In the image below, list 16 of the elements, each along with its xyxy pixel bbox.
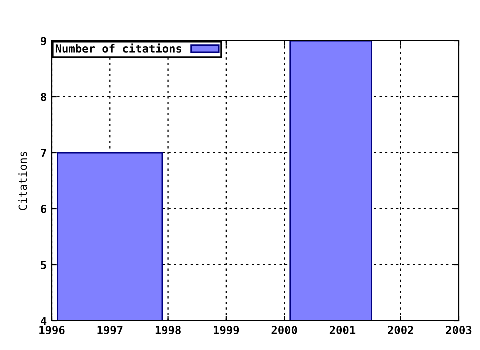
y-tick-label: 5 — [41, 261, 46, 270]
x-tick-label: 1998 — [156, 326, 181, 335]
x-tick-label: 1996 — [40, 326, 65, 335]
legend-label: Number of citations — [56, 44, 182, 53]
y-axis-title: Citations — [18, 152, 28, 210]
y-tick-label: 8 — [41, 92, 46, 102]
y-tick-label: 9 — [41, 37, 46, 46]
x-tick-label: 1997 — [98, 326, 123, 335]
y-tick-label: 7 — [41, 149, 46, 158]
x-tick-label: 2002 — [388, 326, 414, 334]
x-tick-label: 1999 — [214, 326, 240, 335]
x-tick-label: 2001 — [330, 326, 356, 334]
y-tick-label: 4 — [41, 317, 47, 326]
y-tick-label: 6 — [41, 204, 47, 214]
x-tick-label: 2003 — [446, 326, 472, 334]
x-tick-label: 2000 — [272, 326, 298, 334]
